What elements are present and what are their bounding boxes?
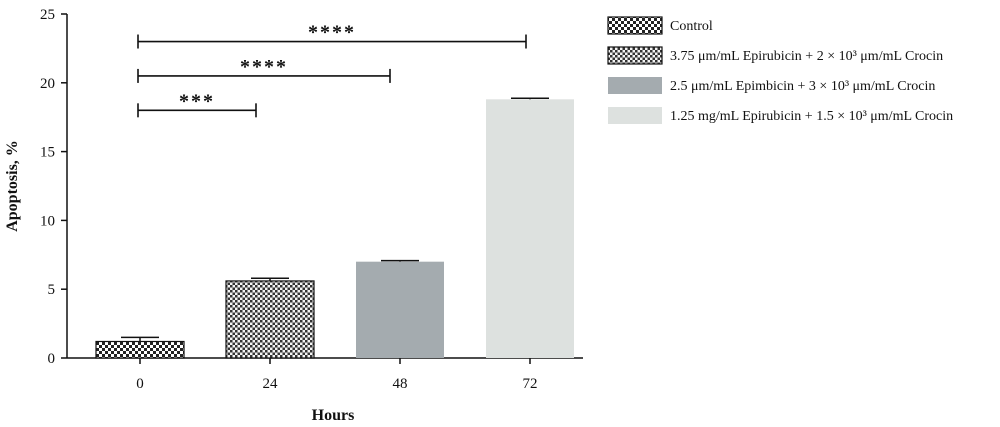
legend-label: 1.25 mg/mL Epirubicin + 1.5 × 10³ μm/mL …: [670, 109, 953, 124]
y-ticks: 0 5 10 15 20 25: [40, 7, 67, 367]
significance-label: ****: [308, 22, 356, 44]
legend-entry: 3.75 μm/mL Epirubicin + 2 × 10³ μm/mL Cr…: [607, 46, 943, 65]
error-bar: [121, 336, 159, 342]
error-bar: [251, 277, 289, 281]
y-axis-title: Apoptosis, %: [4, 140, 21, 232]
bar-0h: [95, 340, 185, 359]
y-tick-label: 10: [40, 213, 55, 229]
x-tick-label: 24: [263, 376, 279, 392]
legend: Control 3.75 μm/mL Epirubicin + 2 × 10³ μ…: [607, 16, 953, 124]
bar-48h: [356, 261, 444, 358]
x-axis-title: Hours: [312, 407, 355, 424]
legend-entry: 2.5 μm/mL Epimbicin + 3 × 10³ μm/mL Croc…: [608, 77, 935, 94]
legend-swatch: [608, 77, 662, 94]
x-ticks: 0 24 48 72: [136, 358, 538, 392]
significance-label: ****: [240, 56, 288, 78]
y-tick-label: 5: [48, 282, 56, 298]
x-tick-label: 72: [523, 376, 538, 392]
error-bar: [511, 97, 549, 100]
bar-72h: [486, 99, 574, 358]
significance-bracket: ***: [137, 90, 257, 118]
legend-entry: Control: [607, 16, 713, 35]
significance-bracket: ****: [137, 56, 391, 83]
bars: [95, 97, 574, 359]
error-bar: [381, 259, 419, 262]
y-tick-label: 25: [40, 7, 55, 23]
legend-label: Control: [670, 19, 713, 34]
legend-label: 2.5 μm/mL Epimbicin + 3 × 10³ μm/mL Croc…: [670, 79, 935, 94]
significance-label: ***: [179, 90, 215, 112]
legend-swatch: [607, 16, 663, 35]
x-tick-label: 48: [393, 376, 408, 392]
y-tick-label: 15: [40, 145, 55, 161]
legend-swatch: [608, 107, 662, 124]
legend-entry: 1.25 mg/mL Epirubicin + 1.5 × 10³ μm/mL …: [608, 107, 953, 124]
x-tick-label: 0: [136, 376, 144, 392]
significance-brackets: ***********: [137, 22, 527, 118]
significance-bracket: ****: [137, 22, 527, 49]
legend-label: 3.75 μm/mL Epirubicin + 2 × 10³ μm/mL Cr…: [670, 49, 943, 64]
legend-swatch: [607, 46, 663, 65]
y-tick-label: 20: [40, 76, 55, 92]
bar-24h: [225, 280, 315, 359]
y-tick-label: 0: [48, 351, 56, 367]
